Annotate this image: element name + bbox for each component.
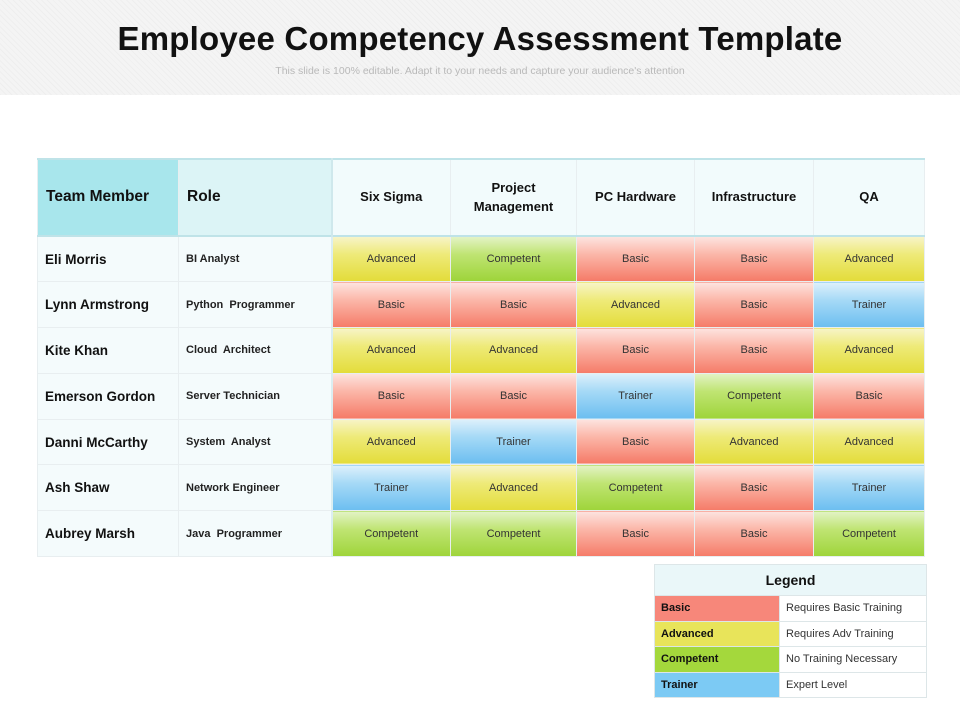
role-cell: Python Programmer	[178, 281, 333, 329]
competency-cell-infrastructure: Basic	[694, 235, 814, 283]
table-row: Danni McCarthy System Analyst Advanced Trai…	[37, 418, 925, 466]
role-cell: Server Technician	[178, 372, 333, 420]
competency-cell-qa: Basic	[813, 372, 925, 420]
competency-cell-pc-hardware: Basic	[576, 235, 695, 283]
team-member-cell: Lynn Armstrong	[37, 281, 179, 329]
legend-description: Expert Level	[779, 671, 927, 699]
slide-header: Employee Competency Assessment Template …	[0, 0, 960, 95]
table-row: Emerson Gordon Server Technician Basic Basi…	[37, 372, 925, 420]
column-header-label: Six Sigma	[360, 189, 423, 205]
page-title: Employee Competency Assessment Template	[117, 20, 843, 57]
column-header-label: QA	[859, 189, 879, 205]
competency-cell-project-management: Basic	[450, 372, 577, 420]
column-header-role: Role	[178, 158, 333, 237]
legend-level-advanced: Advanced	[654, 620, 780, 648]
role-cell: Java Programmer	[178, 510, 333, 558]
competency-cell-pc-hardware: Basic	[576, 510, 695, 558]
role-cell: Network Engineer	[178, 464, 333, 512]
competency-cell-six-sigma: Advanced	[331, 327, 451, 374]
legend-row: Basic Requires Basic Training	[654, 595, 927, 622]
table-header-row: Team Member Role Six Sigma Project Manag…	[37, 158, 925, 237]
competency-cell-infrastructure: Advanced	[694, 418, 814, 466]
competency-cell-infrastructure: Basic	[694, 510, 814, 558]
competency-cell-project-management: Advanced	[450, 464, 577, 512]
role-cell: BI Analyst	[178, 235, 333, 283]
legend-body: Basic Requires Basic Training Advanced Requ…	[654, 595, 927, 699]
competency-cell-pc-hardware: Advanced	[576, 281, 695, 329]
competency-cell-six-sigma: Basic	[331, 372, 451, 420]
team-member-cell: Eli Morris	[37, 235, 179, 283]
legend-row: Advanced Requires Adv Training	[654, 620, 927, 648]
competency-cell-qa: Trainer	[813, 464, 925, 512]
competency-cell-infrastructure: Competent	[694, 372, 814, 420]
competency-table: Team Member Role Six Sigma Project Manag…	[37, 158, 925, 558]
team-member-cell: Ash Shaw	[37, 464, 179, 512]
table-row: Kite Khan Cloud Architect Advanced Advanced…	[37, 327, 925, 374]
competency-cell-infrastructure: Basic	[694, 464, 814, 512]
column-header-label: Infrastructure	[711, 189, 797, 205]
column-header-label: Project Management	[473, 179, 554, 214]
column-header-project-management: Project Management	[450, 158, 577, 237]
page-subtitle: This slide is 100% editable. Adapt it to…	[275, 65, 685, 77]
table-body: Eli Morris BI Analyst Advanced Competent Bas…	[37, 235, 925, 558]
team-member-cell: Kite Khan	[37, 327, 179, 374]
team-member-cell: Aubrey Marsh	[37, 510, 179, 558]
legend-row: Trainer Expert Level	[654, 671, 927, 699]
column-header-team-member: Team Member	[37, 158, 179, 237]
competency-cell-project-management: Basic	[450, 281, 577, 329]
legend-title: Legend	[654, 564, 927, 596]
table-row: Lynn Armstrong Python Programmer Basic Basi…	[37, 281, 925, 329]
column-header-pc-hardware: PC Hardware	[576, 158, 695, 237]
legend-row: Competent No Training Necessary	[654, 646, 927, 673]
table-row: Eli Morris BI Analyst Advanced Competent Bas…	[37, 235, 925, 283]
competency-cell-qa: Competent	[813, 510, 925, 558]
role-cell: System Analyst	[178, 418, 333, 466]
competency-cell-qa: Advanced	[813, 235, 925, 283]
competency-cell-infrastructure: Basic	[694, 281, 814, 329]
team-member-cell: Danni McCarthy	[37, 418, 179, 466]
competency-cell-project-management: Trainer	[450, 418, 577, 466]
table-row: Ash Shaw Network Engineer Trainer Advanced C…	[37, 464, 925, 512]
legend-description: No Training Necessary	[779, 646, 927, 673]
column-header-infrastructure: Infrastructure	[694, 158, 814, 237]
legend-description: Requires Basic Training	[779, 595, 927, 622]
legend-level-trainer: Trainer	[654, 671, 780, 699]
competency-cell-six-sigma: Competent	[331, 510, 451, 558]
competency-cell-qa: Advanced	[813, 418, 925, 466]
column-header-label: PC Hardware	[595, 189, 676, 205]
competency-cell-pc-hardware: Basic	[576, 327, 695, 374]
competency-cell-pc-hardware: Basic	[576, 418, 695, 466]
legend-level-competent: Competent	[654, 646, 780, 673]
table-row: Aubrey Marsh Java Programmer Competent Comp…	[37, 510, 925, 558]
competency-cell-pc-hardware: Competent	[576, 464, 695, 512]
legend-table: Legend Basic Requires Basic Training Advan…	[654, 564, 927, 699]
competency-cell-qa: Trainer	[813, 281, 925, 329]
competency-cell-qa: Advanced	[813, 327, 925, 374]
column-header-qa: QA	[813, 158, 925, 237]
column-header-six-sigma: Six Sigma	[331, 158, 451, 237]
legend-level-basic: Basic	[654, 595, 780, 622]
competency-cell-project-management: Advanced	[450, 327, 577, 374]
competency-cell-infrastructure: Basic	[694, 327, 814, 374]
role-cell: Cloud Architect	[178, 327, 333, 374]
competency-cell-pc-hardware: Trainer	[576, 372, 695, 420]
competency-cell-project-management: Competent	[450, 235, 577, 283]
legend-description: Requires Adv Training	[779, 620, 927, 648]
competency-cell-six-sigma: Advanced	[331, 418, 451, 466]
competency-cell-six-sigma: Trainer	[331, 464, 451, 512]
competency-cell-project-management: Competent	[450, 510, 577, 558]
competency-cell-six-sigma: Basic	[331, 281, 451, 329]
competency-cell-six-sigma: Advanced	[331, 235, 451, 283]
team-member-cell: Emerson Gordon	[37, 372, 179, 420]
